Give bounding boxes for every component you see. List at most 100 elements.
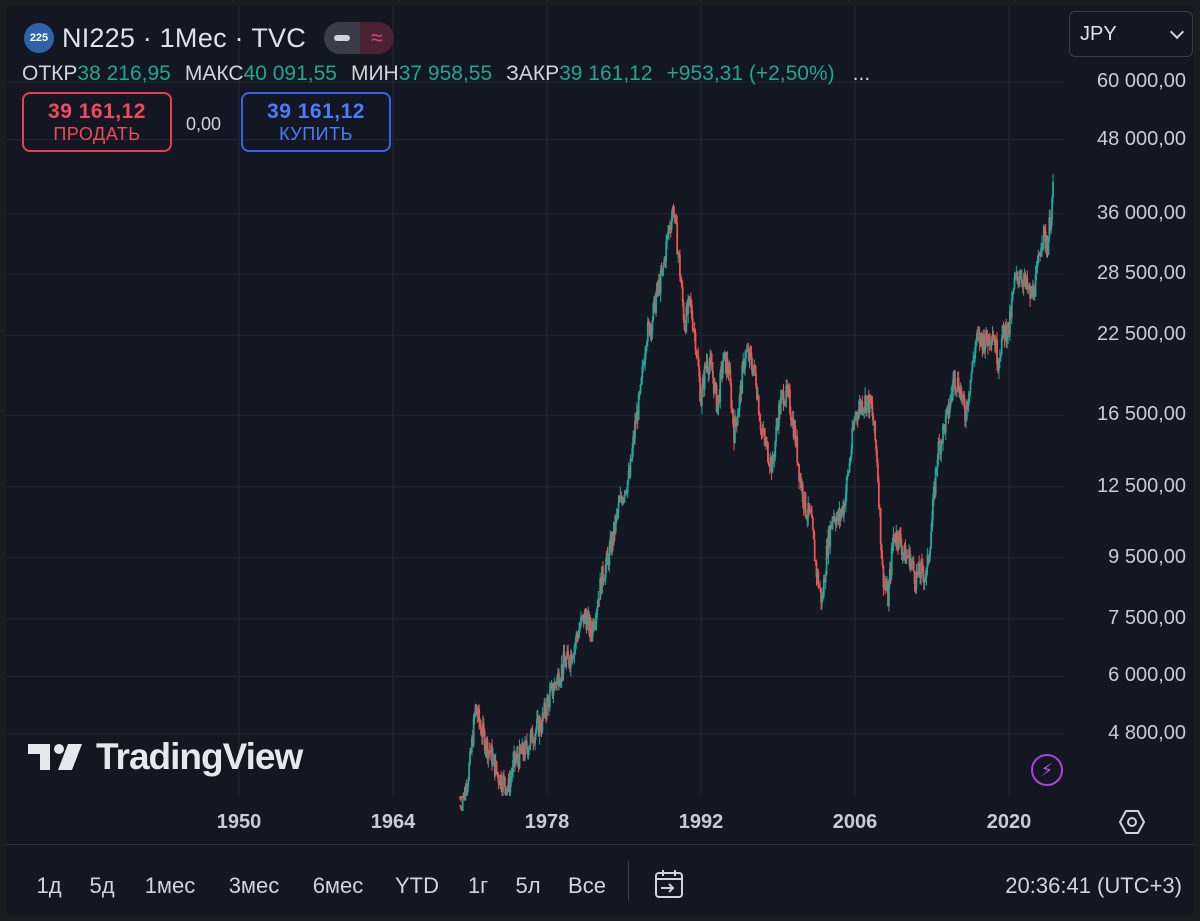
- price-axis-label: 6 000,00: [1108, 664, 1186, 687]
- candle-body: [915, 571, 918, 589]
- candle-body: [521, 743, 524, 754]
- candle-body: [604, 564, 607, 579]
- candle-body: [982, 333, 985, 350]
- price-axis-label: 22 500,00: [1097, 323, 1186, 346]
- candle-body: [823, 578, 826, 583]
- candle-body: [637, 393, 640, 420]
- candle-body: [709, 357, 712, 366]
- buy-button[interactable]: 39 161,12 КУПИТЬ: [241, 92, 391, 152]
- candle-body: [580, 617, 582, 626]
- candle-body: [926, 555, 929, 569]
- candle-body: [819, 587, 822, 589]
- candle-body: [929, 548, 932, 556]
- range-1d-button[interactable]: 1д: [36, 873, 62, 898]
- candle-body: [702, 377, 705, 390]
- range-5y-button[interactable]: 5л: [515, 873, 541, 898]
- candle-body: [1033, 296, 1036, 298]
- range-all-button[interactable]: Все: [568, 873, 606, 898]
- currency-select[interactable]: JPY: [1069, 11, 1193, 57]
- toolbar-divider: [628, 861, 629, 901]
- candle-body: [696, 354, 699, 356]
- candle-body: [723, 352, 726, 354]
- candle-body: [918, 563, 921, 576]
- candle-body: [545, 714, 547, 716]
- candle-body: [775, 426, 778, 442]
- approx-icon[interactable]: ≈: [359, 22, 394, 54]
- range-5d-button[interactable]: 5д: [89, 873, 115, 898]
- candle-body: [601, 566, 603, 594]
- candle-body: [602, 566, 604, 582]
- candle-body: [540, 729, 543, 732]
- candle-body: [666, 234, 668, 242]
- candle-body: [805, 515, 808, 519]
- candle-body: [550, 683, 553, 686]
- candle-body: [732, 409, 734, 425]
- candle-body: [1017, 277, 1020, 283]
- calendar-goto-icon[interactable]: [652, 867, 686, 901]
- range-6m-button[interactable]: 6мес: [312, 873, 364, 898]
- candle-body: [763, 429, 766, 437]
- candle-body: [645, 347, 647, 354]
- candle-body: [1007, 322, 1009, 337]
- candle-body: [667, 232, 669, 235]
- candle-body: [594, 621, 597, 625]
- candle-body: [827, 529, 830, 556]
- candle-body: [619, 495, 622, 501]
- candle-body: [917, 563, 920, 575]
- range-1y-button[interactable]: 1г: [467, 873, 489, 898]
- candle-body: [717, 394, 720, 408]
- candle-body: [643, 364, 646, 366]
- candle-body: [838, 509, 841, 522]
- candle-body: [983, 333, 986, 352]
- candle-body: [549, 685, 552, 691]
- candle-body: [503, 777, 506, 787]
- candle-body: [1037, 254, 1040, 264]
- minus-icon[interactable]: [323, 22, 360, 54]
- range-3m-button[interactable]: 3мес: [228, 873, 280, 898]
- candle-body: [993, 339, 996, 341]
- candle-body: [1022, 279, 1025, 288]
- more-button[interactable]: ...: [852, 62, 871, 85]
- candle-body: [921, 561, 923, 564]
- symbol-title[interactable]: NI225 · 1Мес · TVC: [62, 22, 306, 53]
- candle-body: [636, 410, 639, 420]
- candle-body: [829, 525, 832, 546]
- candle-body: [828, 529, 831, 546]
- candle-body: [822, 578, 825, 596]
- indicator-toggle-pill[interactable]: ≈: [323, 22, 394, 54]
- clock-timezone[interactable]: 20:36:41 (UTC+3): [1005, 873, 1182, 898]
- candle-body: [843, 503, 845, 515]
- candle-body: [491, 745, 493, 765]
- candle-body: [596, 606, 599, 612]
- candle-body: [817, 572, 820, 587]
- candle-body: [1035, 268, 1038, 275]
- candle-body: [582, 614, 585, 624]
- candle-body: [988, 334, 991, 344]
- candle-body: [1006, 336, 1009, 343]
- candle-body: [622, 498, 624, 504]
- price-chart[interactable]: [6, 6, 1194, 844]
- candle-body: [496, 771, 499, 775]
- range-ytd-button[interactable]: YTD: [395, 873, 439, 898]
- range-1m-button[interactable]: 1мес: [144, 873, 196, 898]
- candle-body: [898, 530, 900, 548]
- candle-body: [909, 549, 911, 569]
- candle-body: [1023, 274, 1026, 280]
- candle-body: [914, 583, 917, 589]
- candle-body: [679, 276, 682, 283]
- settings-icon[interactable]: [1118, 808, 1146, 836]
- candle-body: [780, 393, 783, 398]
- candle-body: [773, 457, 776, 459]
- candle-body: [677, 252, 679, 255]
- sell-button[interactable]: 39 161,12 ПРОДАТЬ: [22, 92, 172, 152]
- candle-body: [694, 332, 697, 351]
- candle-body: [668, 226, 670, 233]
- lightning-icon[interactable]: ⚡: [1031, 754, 1063, 786]
- candle-body: [1043, 226, 1046, 232]
- candle-body: [510, 775, 513, 780]
- candle-body: [833, 516, 836, 522]
- candle-body: [818, 586, 821, 588]
- candle-body: [945, 409, 948, 416]
- candle-body: [676, 223, 679, 255]
- candle-body: [688, 296, 690, 299]
